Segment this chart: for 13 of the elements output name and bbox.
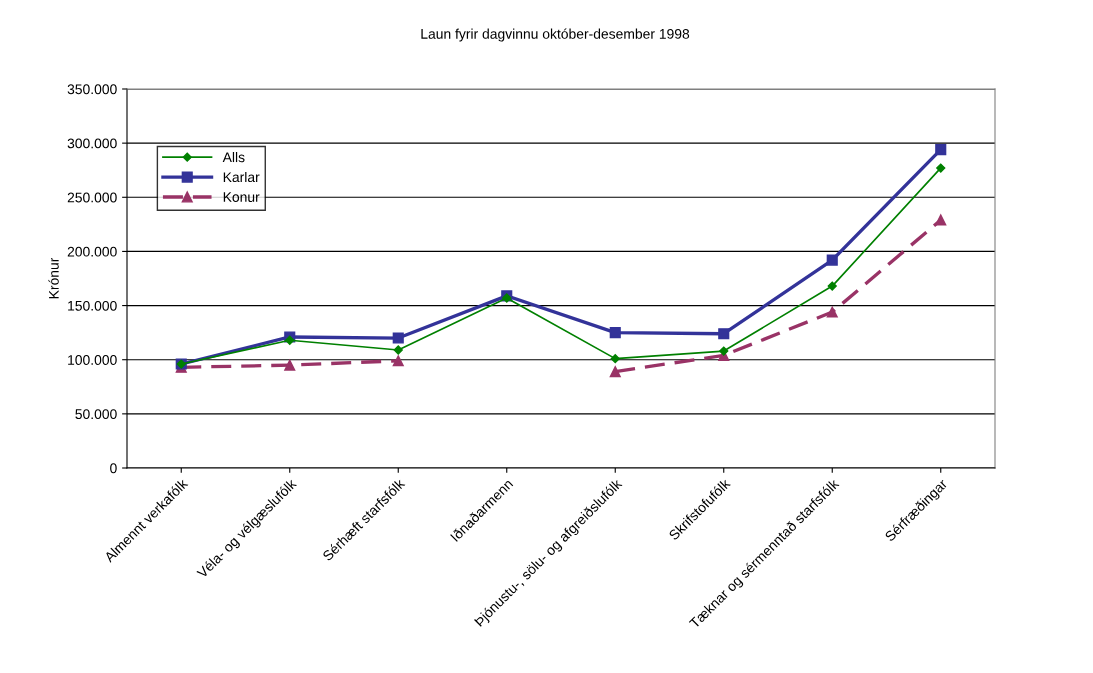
legend-label: Karlar — [223, 171, 260, 183]
y-tick-label: 250.000 — [67, 192, 117, 203]
y-tick-label: 350.000 — [67, 84, 117, 95]
chart-title: Laun fyrir dagvinnu október-desember 1998 — [421, 28, 690, 42]
y-tick-label: 100.000 — [68, 355, 117, 365]
y-tick-label: 200.000 — [67, 246, 117, 257]
y-tick-label: 50.000 — [75, 409, 117, 420]
legend-label: Konur — [223, 192, 260, 202]
y-tick-label: 150.000 — [68, 300, 117, 311]
y-axis-title: Krónur — [48, 257, 59, 299]
legend-label: Alls — [222, 151, 245, 163]
y-tick-label: 300.000 — [67, 138, 117, 149]
y-tick-label: 0 — [110, 463, 117, 474]
